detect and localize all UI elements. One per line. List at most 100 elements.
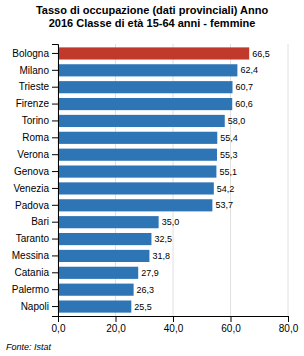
- data-label: 35,0: [162, 217, 180, 227]
- x-tick-label: 80,0: [279, 323, 299, 334]
- chart: Tasso di occupazione (dati provinciali) …: [0, 0, 304, 356]
- y-tick: Trieste: [19, 81, 58, 92]
- y-tick: Torino: [22, 115, 58, 126]
- y-tick: Messina: [12, 250, 58, 261]
- bar: [58, 115, 225, 127]
- y-tick-mark: [52, 104, 58, 105]
- bar: [58, 300, 131, 312]
- y-tick-label: Roma: [22, 132, 49, 143]
- x-axis-line: [59, 317, 289, 323]
- y-tick-mark: [52, 137, 58, 138]
- x-tick: 60,0: [221, 316, 241, 334]
- y-tick-mark: [52, 171, 58, 172]
- bar: [58, 233, 151, 245]
- x-tick: 80,0: [279, 316, 299, 334]
- bar: [58, 132, 217, 144]
- y-tick-label: Napoli: [21, 301, 49, 312]
- x-tick-mark: [231, 316, 232, 322]
- y-tick-label: Verona: [17, 149, 49, 160]
- y-tick: Taranto: [16, 233, 58, 244]
- x-axis: 0,0 20,0 40,0 60,0 80,0: [52, 316, 299, 334]
- data-labels: 66,5 62,4 60,7 60,6 58,0 55,4 55,3 55,1 54,2 53,7…: [134, 49, 269, 312]
- y-tick-mark: [52, 205, 58, 206]
- y-tick-mark: [52, 70, 58, 71]
- x-tick: 40,0: [164, 316, 184, 334]
- y-tick-mark: [52, 272, 58, 273]
- y-tick-mark: [52, 87, 58, 88]
- data-label: 55,1: [219, 167, 237, 177]
- y-tick-label: Bari: [31, 216, 49, 227]
- title: Tasso di occupazione (dati provinciali) …: [36, 4, 269, 29]
- plot: 66,5 62,4 60,7 60,6 58,0 55,4 55,3 55,1 54,2 53,7…: [12, 44, 299, 334]
- x-tick-mark: [173, 316, 174, 322]
- data-label: 66,5: [252, 49, 270, 59]
- data-label: 58,0: [228, 116, 246, 126]
- bar: [58, 165, 216, 177]
- data-label: 31,8: [152, 251, 170, 261]
- x-tick-mark: [116, 316, 117, 322]
- bars: [58, 47, 249, 312]
- y-axis: Bologna Milano Trieste Firenze Torino Roma Ver…: [12, 45, 59, 317]
- bar: [58, 98, 232, 110]
- y-tick: Venezia: [13, 183, 58, 194]
- bar: [58, 284, 134, 296]
- y-tick-label: Torino: [22, 115, 50, 126]
- y-tick: Napoli: [21, 301, 58, 312]
- y-tick: Catania: [15, 267, 58, 278]
- bar: [58, 216, 159, 228]
- data-label: 54,2: [217, 184, 235, 194]
- data-label: 53,7: [215, 200, 233, 210]
- x-tick-label: 20,0: [106, 323, 126, 334]
- y-tick-label: Bologna: [12, 48, 49, 59]
- y-tick-label: Genova: [14, 166, 49, 177]
- y-tick-label: Messina: [12, 250, 50, 261]
- bar: [58, 199, 212, 211]
- y-tick-mark: [52, 239, 58, 240]
- grid-line: [288, 44, 289, 316]
- x-tick-mark: [288, 316, 289, 322]
- y-tick-label: Taranto: [16, 233, 50, 244]
- data-label: 62,4: [240, 65, 258, 75]
- y-tick-mark: [52, 289, 58, 290]
- data-label: 60,6: [235, 99, 253, 109]
- grid: [58, 44, 288, 316]
- bar: [58, 267, 138, 279]
- y-tick: Bari: [31, 216, 58, 227]
- data-label: 55,3: [220, 150, 238, 160]
- bar: [58, 250, 149, 262]
- y-tick-mark: [52, 120, 58, 121]
- y-tick-mark: [52, 222, 58, 223]
- y-tick-mark: [52, 53, 58, 54]
- y-tick-label: Padova: [15, 200, 49, 211]
- annotation: Fonte: Istat: [6, 342, 52, 352]
- x-tick: 0,0: [52, 316, 66, 334]
- x-tick-label: 0,0: [52, 323, 66, 334]
- y-tick-mark: [52, 154, 58, 155]
- data-label: 55,4: [220, 133, 238, 143]
- data-label: 25,5: [134, 302, 152, 312]
- y-tick-label: Palermo: [12, 284, 50, 295]
- y-tick-label: Firenze: [16, 98, 50, 109]
- bar: [58, 64, 237, 76]
- y-tick: Padova: [15, 200, 58, 211]
- y-tick-label: Milano: [20, 65, 50, 76]
- y-tick: Genova: [14, 166, 58, 177]
- bar: [58, 182, 214, 194]
- y-tick-label: Trieste: [19, 81, 50, 92]
- y-tick: Milano: [20, 65, 58, 76]
- y-tick: Bologna: [12, 48, 58, 59]
- y-tick: Verona: [17, 149, 58, 160]
- data-label: 60,7: [236, 82, 254, 92]
- y-tick-label: Catania: [15, 267, 50, 278]
- data-label: 27,9: [141, 268, 159, 278]
- x-tick-label: 60,0: [221, 323, 241, 334]
- title-line: 2016 Classe di età 15-64 anni - femmine: [49, 17, 256, 29]
- y-axis-line: [52, 45, 59, 317]
- data-label: 32,5: [154, 234, 172, 244]
- bar: [58, 47, 249, 59]
- data-label: 26,3: [137, 285, 155, 295]
- y-tick-label: Venezia: [13, 183, 49, 194]
- y-tick: Palermo: [12, 284, 58, 295]
- bar: [58, 149, 217, 161]
- y-tick: Roma: [22, 132, 58, 143]
